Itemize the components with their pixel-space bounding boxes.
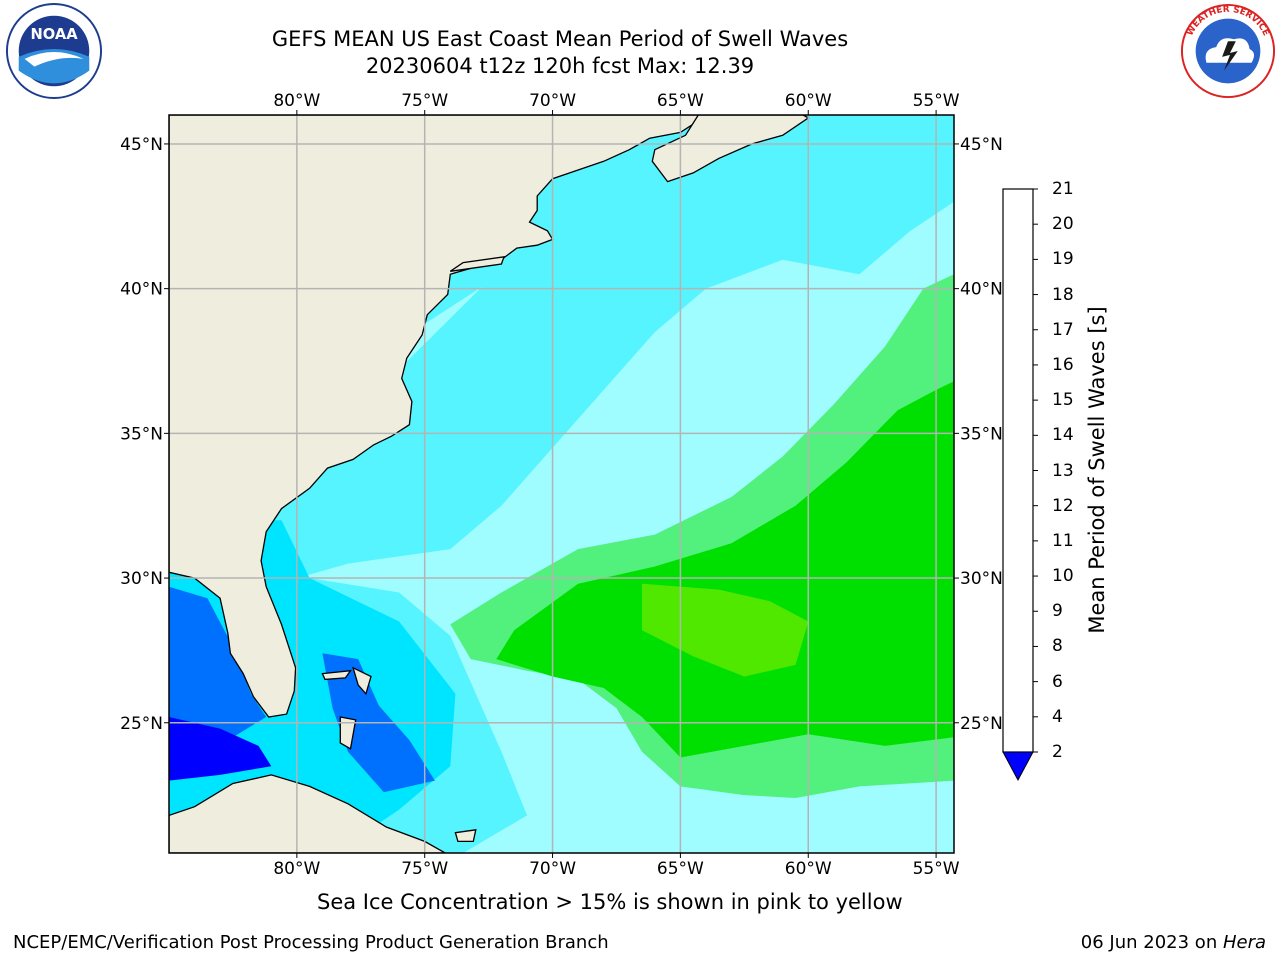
colorbar-label: 8 [1052, 636, 1063, 657]
lon-tick-label-bottom: 65°W [657, 859, 704, 879]
lat-tick-label-left: 25°N [120, 714, 163, 734]
colorbar-label: 19 [1052, 249, 1074, 270]
lat-tick-label-left: 30°N [120, 569, 163, 589]
lat-tick-label-right: 40°N [960, 280, 1003, 300]
lat-tick-label-right: 30°N [960, 569, 1003, 589]
colorbar-label: 10 [1052, 566, 1074, 587]
host-name: Hera [1222, 932, 1266, 953]
colorbar-label: 6 [1052, 671, 1063, 692]
colorbar-frame [1002, 188, 1034, 753]
inagua-island [454, 829, 477, 843]
date-stamp: 06 Jun 2023 on Hera [1080, 932, 1266, 953]
lat-tick-label-right: 25°N [960, 714, 1003, 734]
cuba-land [169, 774, 447, 853]
lon-tick-label-top: 70°W [529, 91, 576, 111]
map-frame [168, 114, 955, 854]
lon-tick-label-bottom: 75°W [401, 859, 448, 879]
long-island [449, 256, 505, 272]
swell-period-map [169, 115, 954, 853]
lon-tick-label-top: 80°W [273, 91, 320, 111]
colorbar-label: 2 [1052, 742, 1063, 762]
colorbar-label: 21 [1052, 179, 1074, 199]
lon-tick-label-bottom: 60°W [785, 859, 832, 879]
lat-tick-label-left: 35°N [120, 424, 163, 444]
nws-logo: WEATHER SERVICE [1180, 3, 1276, 99]
lon-tick-label-bottom: 70°W [529, 859, 576, 879]
swell-band-11-12 [642, 583, 809, 677]
great-abaco [352, 666, 372, 696]
colorbar-label: 12 [1052, 495, 1074, 516]
noaa-logo-text: NOAA [30, 26, 78, 43]
north-america-land [169, 115, 797, 718]
colorbar-label: 18 [1052, 284, 1074, 305]
lat-tick-label-left: 45°N [120, 135, 163, 155]
lon-tick-label-top: 65°W [657, 91, 704, 111]
chart-title: GEFS MEAN US East Coast Mean Period of S… [271, 27, 849, 51]
grand-bahama [321, 669, 352, 681]
colorbar-label: 14 [1052, 425, 1074, 446]
lon-tick-label-bottom: 80°W [273, 859, 320, 879]
colorbar-label: 9 [1052, 601, 1063, 622]
colorbar [1002, 188, 1038, 782]
lat-tick-label-left: 40°N [120, 280, 163, 300]
andros-island [339, 716, 357, 750]
lon-tick-label-bottom: 55°W [913, 859, 960, 879]
swell-band-2-4 [169, 586, 267, 738]
swell-band-lt2 [169, 717, 272, 781]
lon-tick-label-top: 55°W [913, 91, 960, 111]
lat-tick-label-right: 35°N [960, 424, 1003, 444]
lat-tick-label-right: 45°N [960, 135, 1003, 155]
credit-text: NCEP/EMC/Verification Post Processing Pr… [13, 932, 609, 953]
colorbar-label: 11 [1052, 530, 1074, 551]
colorbar-label: 20 [1052, 214, 1074, 235]
colorbar-label: 13 [1052, 460, 1074, 481]
colorbar-label: 4 [1052, 706, 1063, 727]
sea-ice-note: Sea Ice Concentration > 15% is shown in … [317, 890, 903, 914]
axis-ticks: 80°W 80°W 75°W 75°W 70°W 70°W 65°W 65°W 60°W 60°W… [120, 91, 1003, 879]
graticule [169, 115, 954, 853]
colorbar-label: 16 [1052, 354, 1074, 375]
colorbar-extend-arrow [1002, 751, 1034, 782]
lon-tick-label-top: 75°W [401, 91, 448, 111]
swell-band-10-11 [496, 381, 954, 758]
lon-tick-label-top: 60°W [785, 91, 832, 111]
colorbar-title: Mean Period of Swell Waves [s] [1085, 306, 1109, 634]
colorbar-label: 15 [1052, 390, 1074, 411]
noaa-logo: NOAA [5, 2, 103, 100]
chart-subtitle: 20230604 t12z 120h fcst Max: 12.39 [365, 54, 755, 78]
colorbar-label: 17 [1052, 319, 1074, 340]
